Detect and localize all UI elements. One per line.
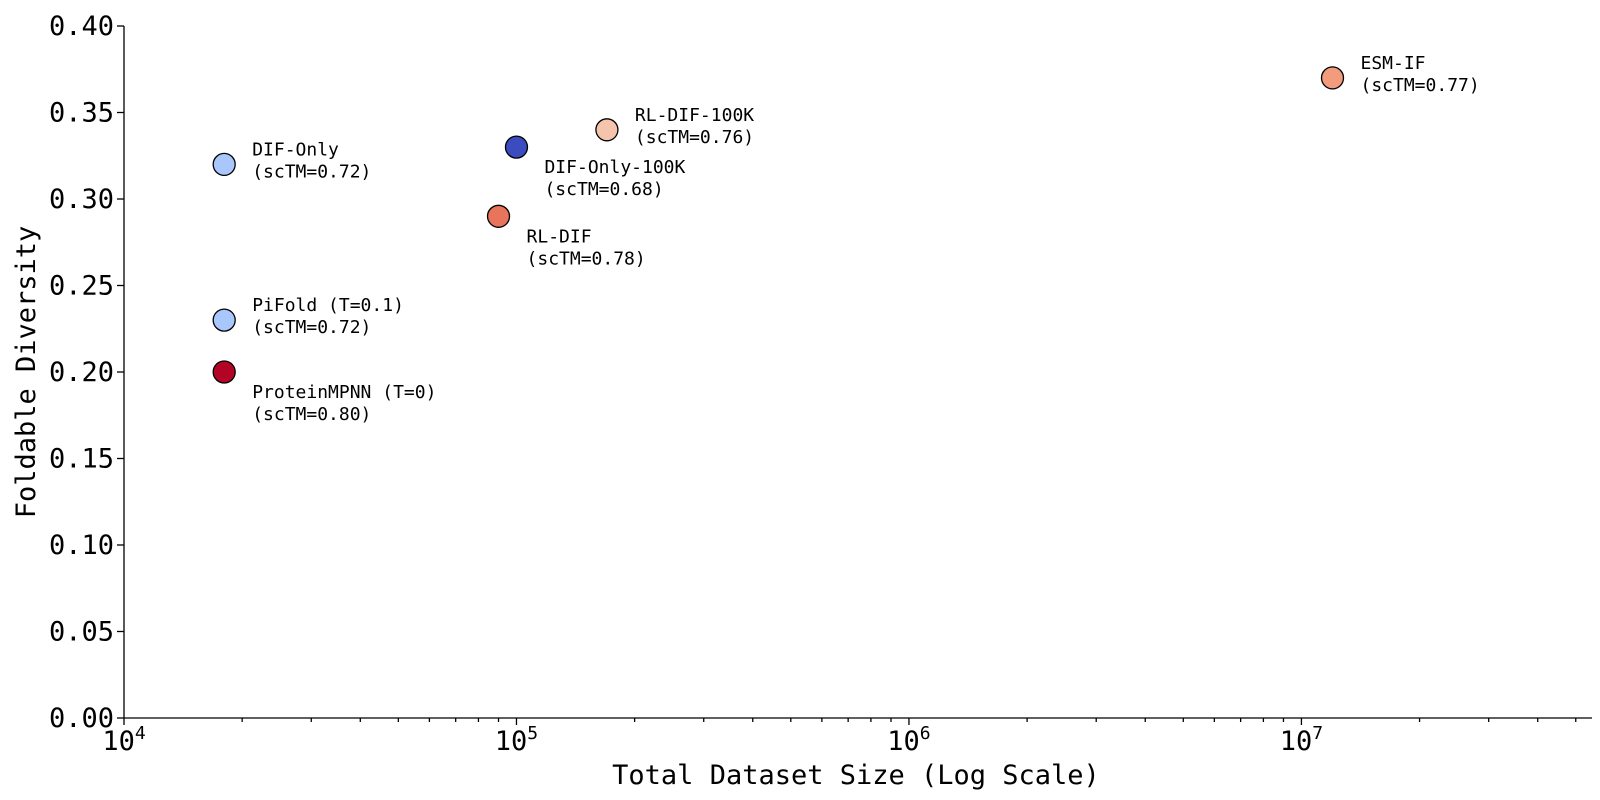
x-tick-base: 10: [102, 726, 135, 757]
point-label-name: RL-DIF-100K: [635, 105, 754, 126]
y-tick-label: 0.10: [49, 530, 114, 561]
x-tick-label: 106: [887, 723, 930, 757]
scatter-point: [486, 204, 511, 228]
x-tick-exponent: 6: [920, 723, 931, 744]
scatter-point: [212, 360, 236, 384]
x-tick-exponent: 4: [135, 723, 146, 744]
scatter-point: [212, 152, 236, 177]
point-label-name: RL-DIF: [527, 226, 592, 247]
scatter-point: [595, 118, 619, 142]
x-tick-base: 10: [887, 726, 920, 757]
y-tick-label: 0.30: [49, 184, 114, 215]
y-tick-label: 0.25: [49, 271, 114, 302]
point-label-sctm: (scTM=0.76): [635, 127, 754, 148]
x-tick-label: 107: [1280, 723, 1323, 757]
x-tick-label: 104: [102, 723, 145, 757]
y-tick-label: 0.35: [49, 98, 114, 129]
y-tick-label: 0.20: [49, 357, 114, 388]
point-label-sctm: (scTM=0.72): [252, 317, 371, 338]
x-axis-ticks: 104 105 106 107: [102, 718, 1323, 757]
point-label-name: PiFold (T=0.1): [252, 295, 404, 316]
y-axis-ticks: 0.00 0.05 0.10 0.15 0.20 0.25 0.30 0.35 0.40: [49, 11, 124, 734]
point-label-name: ESM-IF: [1361, 53, 1426, 74]
point-label-sctm: (scTM=0.72): [252, 161, 371, 182]
point-label-sctm: (scTM=0.78): [527, 248, 646, 269]
point-label-name: DIF-Only: [252, 139, 339, 160]
y-axis-title: Foldable Diversity: [11, 226, 42, 519]
y-tick-label: 0.00: [49, 703, 114, 734]
data-points: [212, 66, 1345, 384]
scatter-point: [212, 308, 236, 332]
y-tick-label: 0.05: [49, 617, 114, 648]
x-tick-base: 10: [495, 726, 528, 757]
point-label-sctm: (scTM=0.80): [252, 404, 371, 425]
scatter-point: [1320, 66, 1345, 90]
y-tick-label: 0.15: [49, 444, 114, 475]
point-labels: DIF-Only(scTM=0.72)PiFold (T=0.1)(scTM=0…: [252, 53, 1480, 425]
scatter-point: [504, 135, 529, 159]
x-tick-label: 105: [495, 723, 538, 757]
x-tick-exponent: 5: [527, 723, 538, 744]
point-label-name: DIF-Only-100K: [544, 157, 685, 178]
point-label-name: ProteinMPNN (T=0): [252, 382, 436, 403]
x-axis-title: Total Dataset Size (Log Scale): [612, 760, 1100, 791]
point-label-sctm: (scTM=0.68): [544, 179, 663, 200]
point-label-sctm: (scTM=0.77): [1361, 75, 1480, 96]
x-tick-exponent: 7: [1312, 723, 1323, 744]
y-tick-label: 0.40: [49, 11, 114, 42]
x-axis-minor-ticks: [241, 718, 1577, 722]
x-tick-base: 10: [1280, 726, 1313, 757]
